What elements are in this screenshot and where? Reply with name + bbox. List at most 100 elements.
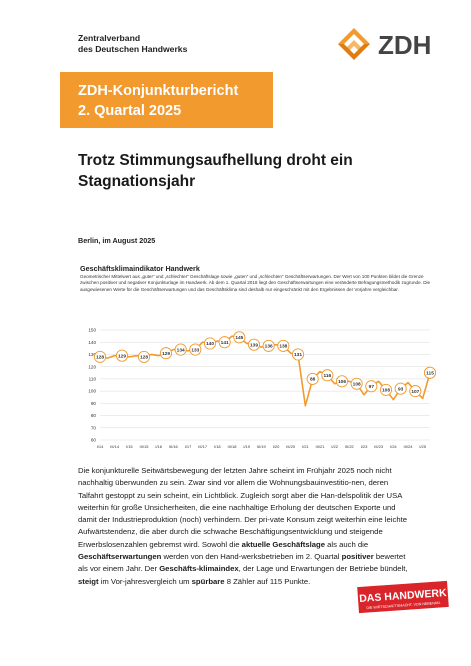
data-label: 133	[191, 347, 199, 353]
x-tick-label: III/21	[316, 444, 326, 449]
data-point	[262, 339, 275, 352]
data-point	[335, 375, 349, 388]
data-point	[189, 343, 202, 356]
body-run: nen, deren Talfahrt gestoppt zu sein sch…	[78, 478, 389, 500]
data-point	[350, 377, 363, 390]
y-tick-label: 70	[91, 425, 97, 430]
body-run: positiver	[341, 552, 374, 562]
data-point	[137, 350, 151, 363]
data-point	[409, 385, 422, 398]
body-run: delspolitik der USA weiterhin für große …	[78, 490, 402, 512]
x-tick-label: I/16	[155, 444, 162, 449]
y-tick-label: 140	[88, 340, 96, 345]
data-point	[159, 347, 173, 360]
org-name: Zentralverband des Deutschen Handwerks	[78, 33, 187, 55]
data-label: 108	[382, 388, 390, 394]
y-tick-label: 120	[88, 364, 96, 369]
x-tick-label: III/16	[169, 444, 179, 449]
data-point	[291, 348, 305, 361]
data-label: 115	[426, 371, 434, 377]
zdh-logo-text: ZDH	[378, 30, 431, 60]
data-label: 134	[177, 347, 185, 353]
headline-line-1: Trotz Stimmungsaufhellung droht ein	[78, 152, 353, 169]
data-label: 145	[235, 335, 243, 341]
body-run: aktuelle Geschäftslage	[241, 539, 325, 549]
data-point	[379, 383, 393, 396]
x-tick-label: III/15	[140, 444, 150, 449]
body-run: als auch die	[325, 539, 369, 549]
data-label: 139	[250, 342, 258, 348]
body-run: Die konjunkturelle Seitwärtsbewegung der…	[78, 466, 376, 475]
publication-date: Berlin, im August 2025	[78, 236, 156, 245]
data-point	[247, 338, 261, 351]
x-tick-label: III/20	[286, 444, 296, 449]
y-tick-label: 60	[91, 438, 97, 443]
body-run: Geschäftserwartungen	[78, 552, 162, 562]
data-label: 129	[162, 351, 170, 357]
data-label: 106	[338, 379, 346, 385]
business-climate-chart: 150 140 130 120 110 100 90 80 70 60I/14 III/14 I/15…	[88, 328, 437, 449]
body-run: Beschäftigungsentwicklung und steigende …	[78, 527, 383, 549]
data-point	[233, 331, 246, 344]
y-tick-label: 130	[88, 352, 96, 357]
x-tick-label: III/17	[198, 444, 208, 449]
stamp-subtext: DIE WIRTSCHAFTSMACHT. VON NEBENAN.	[366, 601, 441, 610]
x-tick-label: III/24	[404, 444, 414, 449]
chart-note: Geometrischer Mittelwert aus „guter“ und…	[80, 274, 431, 292]
y-tick-label: 110	[89, 376, 97, 381]
das-handwerk-stamp: DAS HANDWERK DIE WIRTSCHAFTSMACHT. VON N…	[357, 580, 449, 614]
x-tick-label: I/18	[214, 444, 221, 449]
data-label: 140	[206, 341, 214, 347]
body-run: , der Lage und Erwartungen der Betriebe …	[238, 564, 408, 574]
org-line-1: Zentralverband	[78, 33, 141, 43]
y-tick-label: 80	[91, 413, 97, 418]
data-label: 128	[140, 355, 148, 361]
data-label: 107	[411, 389, 419, 395]
x-tick-label: I/17	[185, 444, 192, 449]
x-tick-label: III/22	[345, 444, 355, 449]
headline-line-2: Stagnationsjahr	[78, 173, 196, 190]
data-point	[174, 343, 187, 356]
x-tick-label: III/23	[374, 444, 384, 449]
data-label: 141	[221, 340, 229, 346]
y-tick-label: 90	[91, 401, 97, 406]
x-tick-label: III/19	[257, 444, 267, 449]
data-point	[423, 366, 437, 379]
y-tick-label: 100	[88, 389, 96, 394]
stamp-background	[357, 580, 449, 614]
body-run: im Vor-	[98, 576, 125, 586]
banner-subtitle: 2. Quartal 2025	[78, 103, 182, 119]
org-line-2: des Deutschen Handwerks	[78, 44, 188, 54]
banner-title: ZDH-Konjunkturbericht	[78, 83, 239, 99]
body-run: der deutschen Exporte und damit der Indu…	[78, 502, 396, 525]
x-tick-label: I/23	[361, 444, 368, 449]
body-run: werksbetrieben im 2. Quartal	[241, 552, 342, 562]
data-point	[115, 349, 129, 362]
x-tick-label: I/20	[273, 444, 280, 449]
data-label: 131	[294, 352, 302, 358]
data-label: 136	[265, 344, 273, 350]
body-run: nicht nachhaltig überwunden zu sein. Zwa…	[78, 466, 392, 488]
data-label: 97	[369, 384, 375, 390]
report-banner: ZDH-Konjunkturbericht 2. Quartal 2025	[60, 72, 273, 128]
data-label: 88	[310, 377, 316, 383]
data-label: 129	[118, 353, 126, 359]
headline: Trotz Stimmungsaufhellung droht ein Stag…	[78, 150, 408, 192]
body-run: bewertet als vor einem Jahr. Der	[78, 552, 406, 574]
x-tick-label: III/18	[228, 444, 238, 449]
data-point	[218, 336, 231, 349]
body-text: Die konjunkturelle Seitwärtsbewegung der…	[78, 465, 408, 588]
y-tick-label: 150	[88, 328, 96, 333]
data-label: 128	[96, 355, 104, 361]
x-tick-label: I/25	[419, 444, 426, 449]
data-label: 116	[323, 373, 331, 379]
data-point	[365, 380, 378, 393]
data-point	[306, 372, 319, 385]
data-label: 108	[353, 382, 361, 388]
data-point	[321, 369, 334, 382]
x-tick-label: I/15	[126, 444, 133, 449]
data-point	[394, 382, 407, 395]
body-run: werden von den Hand-	[161, 552, 242, 562]
data-point	[277, 339, 290, 352]
body-run: klimaindex	[198, 564, 239, 574]
